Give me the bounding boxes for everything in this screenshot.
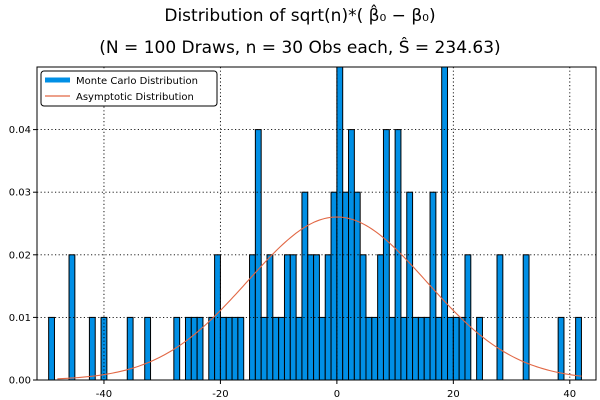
histogram-bar [144,316,152,380]
histogram-bar [260,316,268,380]
histogram-bar [441,67,449,380]
histogram-bar [496,254,504,380]
y-tick-label: 0.01 [9,313,31,324]
x-tick-label: -40 [96,389,112,400]
histogram-bar [48,316,55,380]
histogram-bar [400,316,408,380]
y-tick-label: 0.00 [9,376,31,387]
histogram-bar [336,67,344,380]
histogram-bar [330,191,338,380]
histogram-bar [458,316,466,380]
histogram-bar [301,191,309,380]
histogram-bar [190,316,198,380]
histogram-bar [575,316,582,380]
histogram-bar [417,316,425,380]
histogram-bar [377,254,384,380]
histogram-bar [184,316,192,380]
histogram-bar [318,316,326,380]
x-tick-label: 40 [563,389,576,400]
histogram-bar [412,316,419,380]
histogram-bar [225,316,233,380]
histogram-bar [435,316,443,380]
histogram-bar [406,191,414,380]
histogram-bar [348,129,355,380]
density-curve-line [57,216,582,380]
chart-title: Distribution of sqrt(n)*( β̂₀ − β₀) [164,6,436,26]
histogram-bar [464,254,472,380]
legend-label-asymptotic: Asymptotic Distribution [76,92,194,103]
legend-label-monte-carlo: Monte Carlo Distribution [76,76,198,87]
histogram-bar [447,316,454,380]
histogram-bar [388,316,396,380]
histogram-bar [196,316,204,380]
x-tick-label: -20 [212,389,228,400]
histogram-bar [219,316,227,380]
y-tick-label: 0.02 [9,250,31,261]
histogram-bar [68,254,76,380]
legend: Monte Carlo Distribution Asymptotic Distr… [40,70,218,107]
histogram-bar [272,316,280,380]
histogram-bar [476,316,483,380]
chart-subtitle: (N = 100 Draws, n = 30 Obs each, Ŝ = 234… [99,38,501,58]
legend-box [40,70,218,107]
histogram-bar [557,316,565,380]
plot-frame [36,66,597,381]
x-tick-label: 20 [447,389,460,400]
histogram-bar [342,191,350,380]
histogram-bar [365,316,373,380]
histogram-bar [423,316,431,380]
x-tick-label: 0 [334,389,340,400]
y-tick-label: 0.03 [9,188,31,199]
histogram-bar [295,316,303,380]
y-tick-label: 0.04 [9,125,31,136]
histogram-bar [88,316,96,380]
histogram-bar [278,316,285,380]
histogram-bar [208,316,216,380]
histogram-bar [126,316,134,380]
histogram-bar [231,316,239,380]
histogram-bar [371,316,379,380]
histogram-bar [237,316,245,380]
histogram-bar [452,316,460,380]
